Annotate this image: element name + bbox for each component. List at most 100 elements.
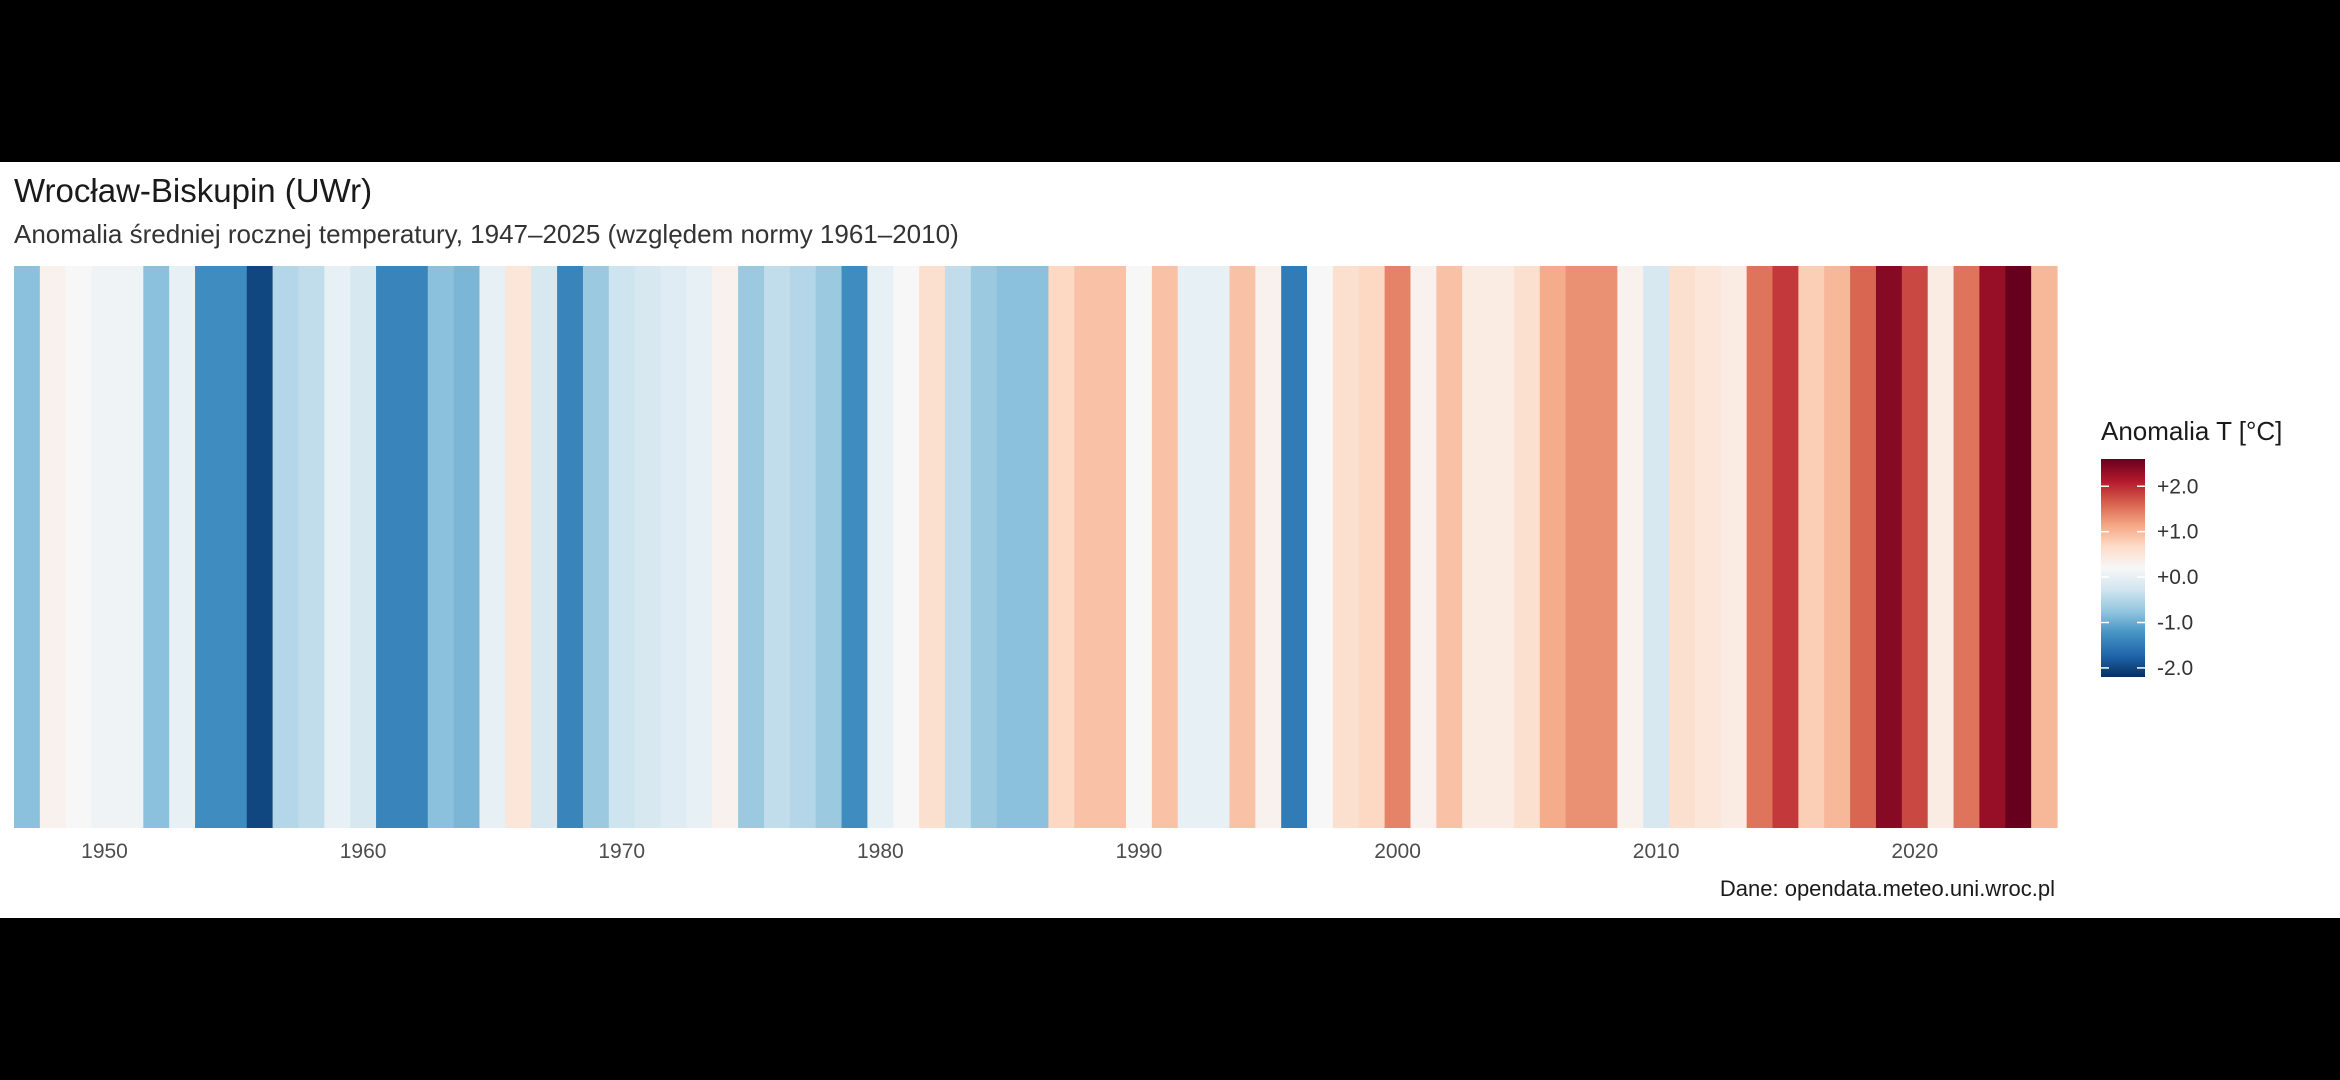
x-axis-ticks: 1950 1960 1970 1980 1990 2000 2010 2020: [81, 840, 1938, 863]
x-tick-label: 1990: [1116, 840, 1163, 863]
stripe-2001: [1410, 266, 1437, 828]
stripe-1965: [479, 266, 506, 828]
stripe-1975: [738, 266, 765, 828]
stripe-1996: [1281, 266, 1308, 828]
stripe-2017: [1824, 266, 1851, 828]
stripe-2009: [1617, 266, 1644, 828]
stripe-2024: [2005, 266, 2032, 828]
stripe-1970: [608, 266, 636, 828]
legend-break-label: +0.0: [2157, 566, 2198, 589]
stripe-1979: [841, 266, 868, 828]
stripes-group: [14, 266, 2058, 828]
stripe-1977: [789, 266, 817, 828]
stripe-1957: [272, 266, 300, 828]
stripe-1993: [1203, 266, 1231, 828]
stripe-2008: [1591, 266, 1618, 828]
legend-break-label: -2.0: [2157, 657, 2193, 680]
stripe-1976: [763, 266, 791, 828]
stripe-1969: [582, 266, 610, 828]
stripe-2012: [1694, 266, 1722, 828]
color-legend: +2.0 +1.0 +0.0 -1.0 -2.0: [2101, 459, 2198, 680]
stripe-1994: [1229, 266, 1256, 828]
stripe-2011: [1669, 266, 1696, 828]
stripe-2018: [1850, 266, 1877, 828]
stripe-1974: [712, 266, 739, 828]
stripe-1961: [376, 266, 403, 828]
stripe-2021: [1927, 266, 1955, 828]
stripe-1952: [143, 266, 170, 828]
stripe-1963: [427, 266, 455, 828]
stripe-1955: [220, 266, 248, 828]
stripe-2013: [1720, 266, 1748, 828]
legend-colorbar: [2101, 459, 2145, 677]
stripe-1981: [893, 266, 920, 828]
stripe-2007: [1565, 266, 1593, 828]
x-tick-label: 1970: [598, 840, 645, 863]
stripe-2003: [1462, 266, 1489, 828]
stripe-1964: [453, 266, 481, 828]
stripe-1948: [39, 266, 67, 828]
stripe-1997: [1307, 266, 1334, 828]
chart-title: Wrocław-Biskupin (UWr): [14, 172, 373, 209]
stripe-1958: [298, 266, 325, 828]
stripe-1971: [634, 266, 662, 828]
stripe-1953: [169, 266, 196, 828]
stripe-1991: [1151, 266, 1179, 828]
stripe-2014: [1746, 266, 1774, 828]
stripe-1999: [1358, 266, 1386, 828]
x-tick-label: 2010: [1633, 840, 1680, 863]
stripe-1978: [815, 266, 843, 828]
data-source-caption: Dane: opendata.meteo.uni.wroc.pl: [1719, 876, 2055, 901]
stripe-1972: [660, 266, 687, 828]
stripe-2016: [1798, 266, 1825, 828]
stripe-1980: [867, 266, 894, 828]
stripe-1995: [1255, 266, 1282, 828]
x-tick-label: 1960: [340, 840, 387, 863]
stripe-1985: [996, 266, 1024, 828]
stripe-2015: [1772, 266, 1799, 828]
stripe-2004: [1488, 266, 1515, 828]
stripe-1956: [246, 266, 274, 828]
stripe-1992: [1177, 266, 1205, 828]
stripe-1954: [195, 266, 222, 828]
stripe-1990: [1126, 266, 1153, 828]
stripe-2020: [1901, 266, 1929, 828]
stripe-1987: [1048, 266, 1075, 828]
stripe-1983: [944, 266, 972, 828]
stripe-1962: [401, 266, 429, 828]
stripe-1949: [65, 266, 93, 828]
stripe-1998: [1332, 266, 1360, 828]
stripe-1947: [14, 266, 41, 828]
stripe-1967: [531, 266, 558, 828]
legend-break-label: +1.0: [2157, 521, 2198, 544]
stripe-2005: [1513, 266, 1541, 828]
stripe-1988: [1074, 266, 1101, 828]
legend-title: Anomalia T [°C]: [2101, 416, 2283, 446]
x-tick-label: 2000: [1374, 840, 1421, 863]
stripe-1968: [557, 266, 584, 828]
stripe-2025: [2031, 266, 2058, 828]
stripe-1973: [686, 266, 713, 828]
stripe-2022: [1953, 266, 1981, 828]
stripe-1982: [919, 266, 946, 828]
stripe-1966: [505, 266, 532, 828]
stripe-2000: [1384, 266, 1412, 828]
stripe-1960: [350, 266, 377, 828]
stripe-1950: [91, 266, 119, 828]
stripe-1986: [1022, 266, 1050, 828]
stripe-2002: [1436, 266, 1463, 828]
stripe-2006: [1539, 266, 1567, 828]
stripe-2023: [1979, 266, 2006, 828]
stripe-2010: [1643, 266, 1670, 828]
x-tick-label: 1980: [857, 840, 904, 863]
stripe-1984: [970, 266, 998, 828]
stripe-2019: [1875, 266, 1903, 828]
stripe-1951: [117, 266, 144, 828]
stripe-1989: [1100, 266, 1127, 828]
chart-subtitle: Anomalia średniej rocznej temperatury, 1…: [14, 219, 959, 249]
x-tick-label: 2020: [1891, 840, 1938, 863]
legend-break-label: -1.0: [2157, 612, 2193, 635]
x-tick-label: 1950: [81, 840, 128, 863]
stripe-1959: [324, 266, 351, 828]
